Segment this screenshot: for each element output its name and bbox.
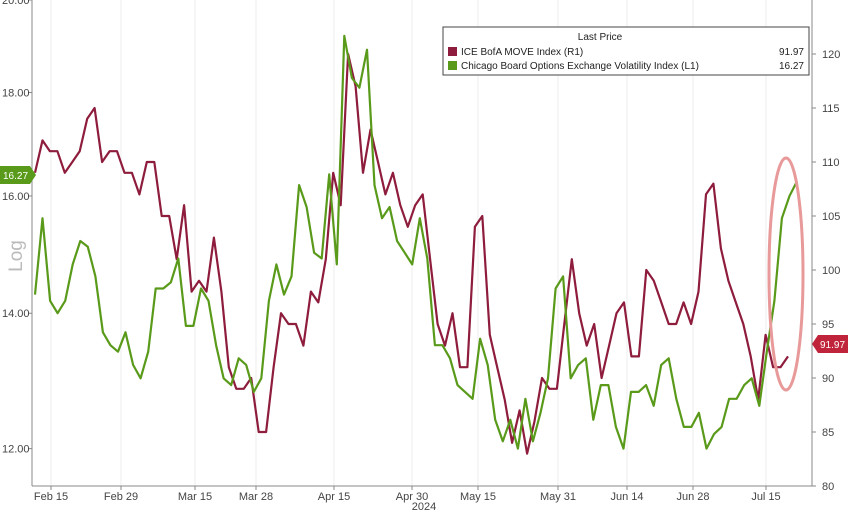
right-tick-label: 80 xyxy=(822,481,834,493)
legend-label-move: ICE BofA MOVE Index (R1) xyxy=(461,47,583,58)
move-index-line xyxy=(33,52,789,455)
left-last-value-text: 16.27 xyxy=(3,171,28,182)
left-axis-label: Log xyxy=(6,240,27,272)
x-tick-label: Mar 28 xyxy=(239,491,273,503)
axes xyxy=(31,0,813,487)
x-tick-label: Mar 15 xyxy=(178,491,212,503)
x-tick-label: Jun 28 xyxy=(676,491,709,503)
x-tick-label: Apr 15 xyxy=(318,491,350,503)
highlight-circle xyxy=(767,156,805,392)
x-year-label: 2024 xyxy=(412,501,436,513)
x-tick-label: Feb 29 xyxy=(104,491,138,503)
right-last-value-tag: 91.97 xyxy=(812,335,848,353)
right-last-value-text: 91.97 xyxy=(820,340,845,351)
x-tick-label: Feb 15 xyxy=(34,491,68,503)
left-tick-label: 18.00 xyxy=(2,88,30,100)
legend-value-vix: 16.27 xyxy=(779,61,804,72)
left-tick-label: 20.00 xyxy=(2,0,30,7)
right-tick-label: 110 xyxy=(822,157,840,169)
left-axis-ticks: 20.00 18.00 16.00 14.00 12.00 xyxy=(2,0,32,456)
vix-line xyxy=(33,34,798,450)
left-tick-label: 14.00 xyxy=(2,308,30,320)
right-tick-label: 115 xyxy=(822,103,840,115)
left-last-value-tag: 16.27 xyxy=(0,166,36,184)
legend-header: Last Price xyxy=(578,32,623,43)
x-tick-label: Apr 30 xyxy=(396,491,428,503)
left-tick-label: 12.00 xyxy=(2,444,30,456)
x-axis-ticks: Feb 15 Feb 29 Mar 15 Mar 28 Apr 15 Apr 30 May … xyxy=(34,486,781,503)
right-axis-ticks: 120 115 110 105 100 95 90 85 80 xyxy=(812,49,840,493)
x-tick-label: May 31 xyxy=(540,491,576,503)
right-tick-label: 85 xyxy=(822,427,834,439)
series-layer xyxy=(33,34,798,455)
right-tick-label: 100 xyxy=(822,265,840,277)
legend-value-move: 91.97 xyxy=(779,47,804,58)
left-tick-label: 16.00 xyxy=(2,191,30,203)
right-tick-label: 95 xyxy=(822,319,834,331)
x-tick-label: Jun 14 xyxy=(610,491,643,503)
legend-swatch-move xyxy=(448,47,457,56)
legend-swatch-vix xyxy=(448,61,457,70)
x-tick-label: May 15 xyxy=(460,491,496,503)
legend: Last Price ICE BofA MOVE Index (R1) 91.9… xyxy=(442,26,810,76)
x-tick-label: Jul 15 xyxy=(751,491,780,503)
right-tick-label: 120 xyxy=(822,49,840,61)
right-tick-label: 105 xyxy=(822,211,840,223)
legend-label-vix: Chicago Board Options Exchange Volatilit… xyxy=(461,61,699,72)
right-tick-label: 90 xyxy=(822,373,834,385)
